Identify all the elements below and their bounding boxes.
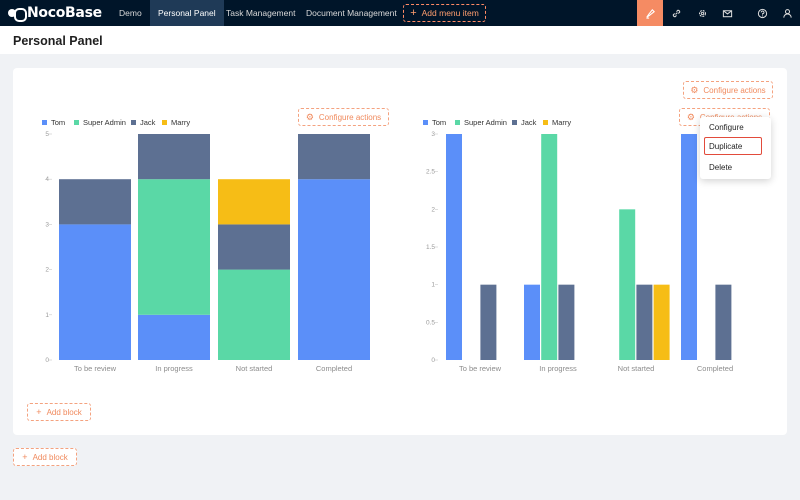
add-block-button-page[interactable]: + Add block: [13, 448, 77, 466]
legend-swatch: [74, 120, 79, 125]
bar[interactable]: [541, 134, 558, 360]
legend-swatch: [512, 120, 517, 125]
dropdown-item-configure[interactable]: Configure: [709, 123, 744, 132]
top-navigation-bar: NocoBase Demo Personal Panel Task Manage…: [0, 0, 800, 26]
add-block-label: Add block: [32, 452, 68, 462]
y-tick-label: 2: [45, 267, 49, 274]
x-category-label: Not started: [618, 364, 655, 373]
plus-icon: +: [410, 7, 417, 19]
plus-icon: +: [22, 452, 28, 462]
bar[interactable]: [524, 284, 540, 360]
legend-swatch: [455, 120, 460, 125]
highlighter-icon[interactable]: [637, 0, 663, 26]
configure-actions-button-chart-left[interactable]: ⚙ Configure actions: [298, 108, 389, 126]
nav-item-demo[interactable]: Demo: [119, 8, 142, 18]
page-title: Personal Panel: [13, 34, 103, 48]
x-category-label: To be review: [74, 364, 117, 373]
logo-text: NocoBase: [27, 5, 102, 21]
legend-swatch: [42, 120, 47, 125]
bar[interactable]: [653, 284, 670, 360]
bar[interactable]: [558, 284, 575, 360]
legend-item[interactable]: Marry: [171, 118, 190, 127]
y-tick-label: 0: [431, 357, 435, 364]
add-menu-item-label: Add menu item: [421, 8, 479, 18]
x-category-label: To be review: [459, 364, 502, 373]
bar-segment[interactable]: [138, 314, 210, 360]
bar[interactable]: [619, 209, 636, 360]
y-tick-label: 0.5: [426, 319, 435, 326]
legend-item[interactable]: Jack: [140, 118, 156, 127]
bar-segment[interactable]: [59, 179, 131, 225]
page-header: Personal Panel: [0, 26, 800, 54]
bar[interactable]: [446, 134, 462, 360]
legend-item[interactable]: Super Admin: [83, 118, 126, 127]
legend-swatch: [162, 120, 167, 125]
legend-item[interactable]: Tom: [432, 118, 446, 127]
add-block-label: Add block: [46, 407, 82, 417]
link-icon[interactable]: [663, 0, 689, 26]
y-tick-label: 3: [45, 221, 49, 228]
y-tick-label: 2.5: [426, 169, 435, 176]
y-tick-label: 4: [45, 176, 49, 183]
y-tick-label: 1.5: [426, 244, 435, 251]
y-tick-label: 2: [431, 206, 435, 213]
x-category-label: Not started: [236, 364, 273, 373]
mail-icon[interactable]: [714, 0, 740, 26]
help-icon[interactable]: [749, 0, 775, 26]
gear-icon: ⚙: [690, 84, 699, 95]
bar[interactable]: [681, 134, 697, 360]
bar-segment[interactable]: [59, 224, 131, 360]
gear-icon: ⚙: [305, 111, 314, 122]
logo-mark-icon: [8, 7, 27, 22]
legend-item[interactable]: Jack: [521, 118, 537, 127]
configure-actions-label: Configure actions: [318, 112, 382, 122]
configure-actions-dropdown: Configure Duplicate Delete: [700, 117, 771, 179]
dropdown-item-duplicate[interactable]: Duplicate: [704, 137, 762, 155]
legend-item[interactable]: Marry: [552, 118, 571, 127]
x-category-label: In progress: [539, 364, 577, 373]
x-category-label: In progress: [155, 364, 193, 373]
bar-segment[interactable]: [218, 269, 290, 360]
bar[interactable]: [715, 284, 732, 360]
legend-swatch: [423, 120, 428, 125]
bar-segment[interactable]: [218, 224, 290, 270]
gear-icon[interactable]: [689, 0, 715, 26]
dropdown-item-delete[interactable]: Delete: [709, 163, 733, 172]
add-menu-item-button[interactable]: + Add menu item: [403, 4, 486, 22]
y-tick-label: 1: [45, 312, 49, 319]
bar-segment[interactable]: [298, 179, 370, 360]
user-icon[interactable]: [774, 0, 800, 26]
bar[interactable]: [636, 284, 653, 360]
legend-item[interactable]: Super Admin: [464, 118, 507, 127]
y-tick-label: 1: [431, 282, 435, 289]
configure-actions-label: Configure actions: [703, 85, 766, 95]
legend-item[interactable]: Tom: [51, 118, 65, 127]
nav-item-personal-panel[interactable]: Personal Panel: [150, 0, 224, 26]
plus-icon: +: [36, 407, 42, 417]
y-tick-label: 0: [45, 357, 49, 364]
y-tick-label: 5: [45, 131, 49, 138]
legend-swatch: [131, 120, 136, 125]
nav-item-document-management[interactable]: Document Management: [306, 8, 397, 18]
bar-segment[interactable]: [298, 134, 370, 180]
x-category-label: Completed: [697, 364, 733, 373]
y-tick-label: 3: [431, 131, 435, 138]
bar-segment[interactable]: [138, 134, 210, 180]
bar-segment[interactable]: [138, 179, 210, 315]
configure-actions-button-grid[interactable]: ⚙ Configure actions: [683, 81, 773, 99]
nav-item-task-management[interactable]: Task Management: [226, 8, 296, 18]
gear-icon: ⚙: [686, 111, 695, 122]
bar-segment[interactable]: [218, 179, 290, 225]
bar[interactable]: [480, 284, 497, 360]
add-block-button-inner[interactable]: + Add block: [27, 403, 91, 421]
legend-swatch: [543, 120, 548, 125]
x-category-label: Completed: [316, 364, 352, 373]
nocobase-logo[interactable]: NocoBase: [8, 4, 102, 22]
